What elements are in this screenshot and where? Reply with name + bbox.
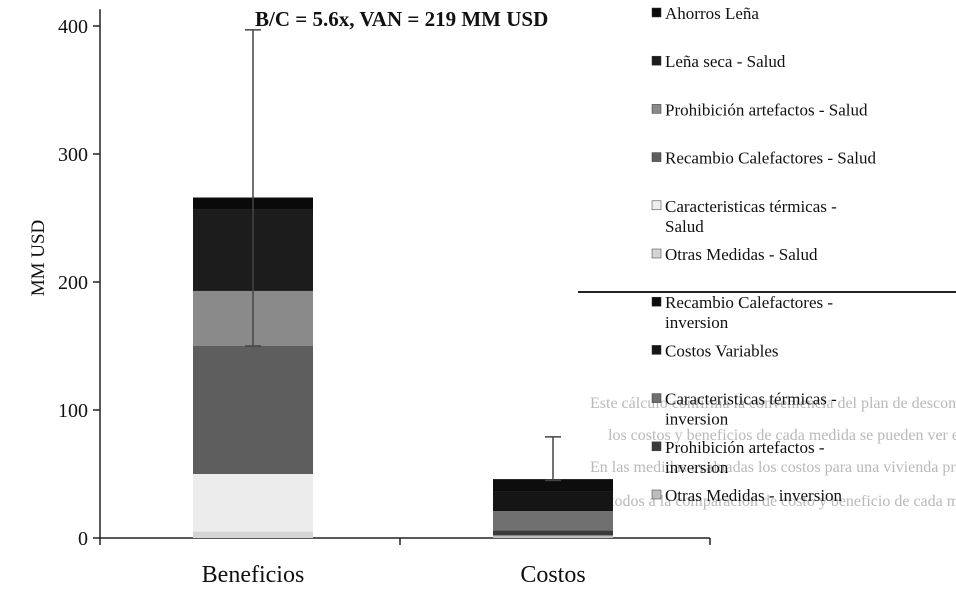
background-text-line: los costos y beneficios de cada medida s…: [608, 427, 956, 444]
y-tick-label: 100: [58, 400, 88, 422]
background-text-line: En las medidas evaluadas los costos para…: [590, 459, 956, 476]
legend-item: Otras Medidas - inversion: [665, 486, 843, 505]
legend-swatch: [651, 152, 662, 162]
error-bars: [245, 29, 561, 482]
legend-swatch: [651, 55, 662, 66]
legend-item: Prohibición artefactos - Salud: [665, 100, 868, 119]
legend-item: Otras Medidas - Salud: [665, 245, 818, 264]
legend-swatch: [651, 296, 662, 307]
background-text-line: Este cálculo confirma la conveniencia de…: [590, 395, 956, 412]
bar-segment: [193, 474, 313, 532]
legend-item: Ahorros Leña: [665, 4, 759, 23]
legend-item: Costos Variables: [665, 341, 779, 360]
y-tick-label: 300: [58, 144, 88, 166]
background-text-line: todos a la comparación de costo y benefi…: [610, 493, 956, 510]
bar-segment: [493, 491, 613, 512]
legend-swatch: [651, 393, 662, 403]
legend-swatch: [651, 200, 662, 211]
bar-segment: [493, 479, 613, 492]
y-axis-label: MM USD: [28, 220, 49, 297]
legend-swatch: [651, 345, 662, 355]
bar-segment: [493, 530, 613, 536]
y-tick-label: 400: [58, 16, 88, 38]
x-tick-label: Beneficios: [202, 562, 305, 588]
bar-segment: [193, 531, 313, 538]
chart-bars: [193, 197, 613, 538]
legend-item: Prohibición artefactos -inversion: [665, 438, 825, 477]
legend-item: Caracteristicas térmicas -inversion: [665, 390, 837, 429]
legend-item: Recambio Calefactores - Salud: [665, 149, 877, 168]
bar-segment: [493, 511, 613, 531]
legend-swatch: [651, 248, 662, 259]
legend-swatch: [651, 441, 662, 452]
legend-swatch: [651, 489, 662, 500]
bar-segment: [493, 535, 613, 538]
legend-swatch: [651, 7, 662, 18]
y-tick-label: 200: [58, 272, 88, 294]
chart-legend: Ahorros Leña Leña seca - Salud Prohibición…: [651, 4, 877, 505]
bar-segment: [193, 346, 313, 474]
x-tick-label: Costos: [520, 562, 585, 588]
legend-item: Caracteristicas térmicas -Salud: [665, 197, 837, 236]
y-tick-label: 0: [78, 528, 88, 550]
chart-title: B/C = 5.6x, VAN = 219 MM USD: [255, 7, 548, 31]
legend-item: Leña seca - Salud: [665, 52, 786, 71]
background-show-through-text: Este cálculo confirma la conveniencia de…: [590, 395, 956, 510]
legend-swatch: [651, 104, 662, 114]
legend-item: Recambio Calefactores -inversion: [665, 293, 833, 332]
chart-axes: 0 100 200 300 400 Beneficios Costos: [58, 9, 711, 588]
